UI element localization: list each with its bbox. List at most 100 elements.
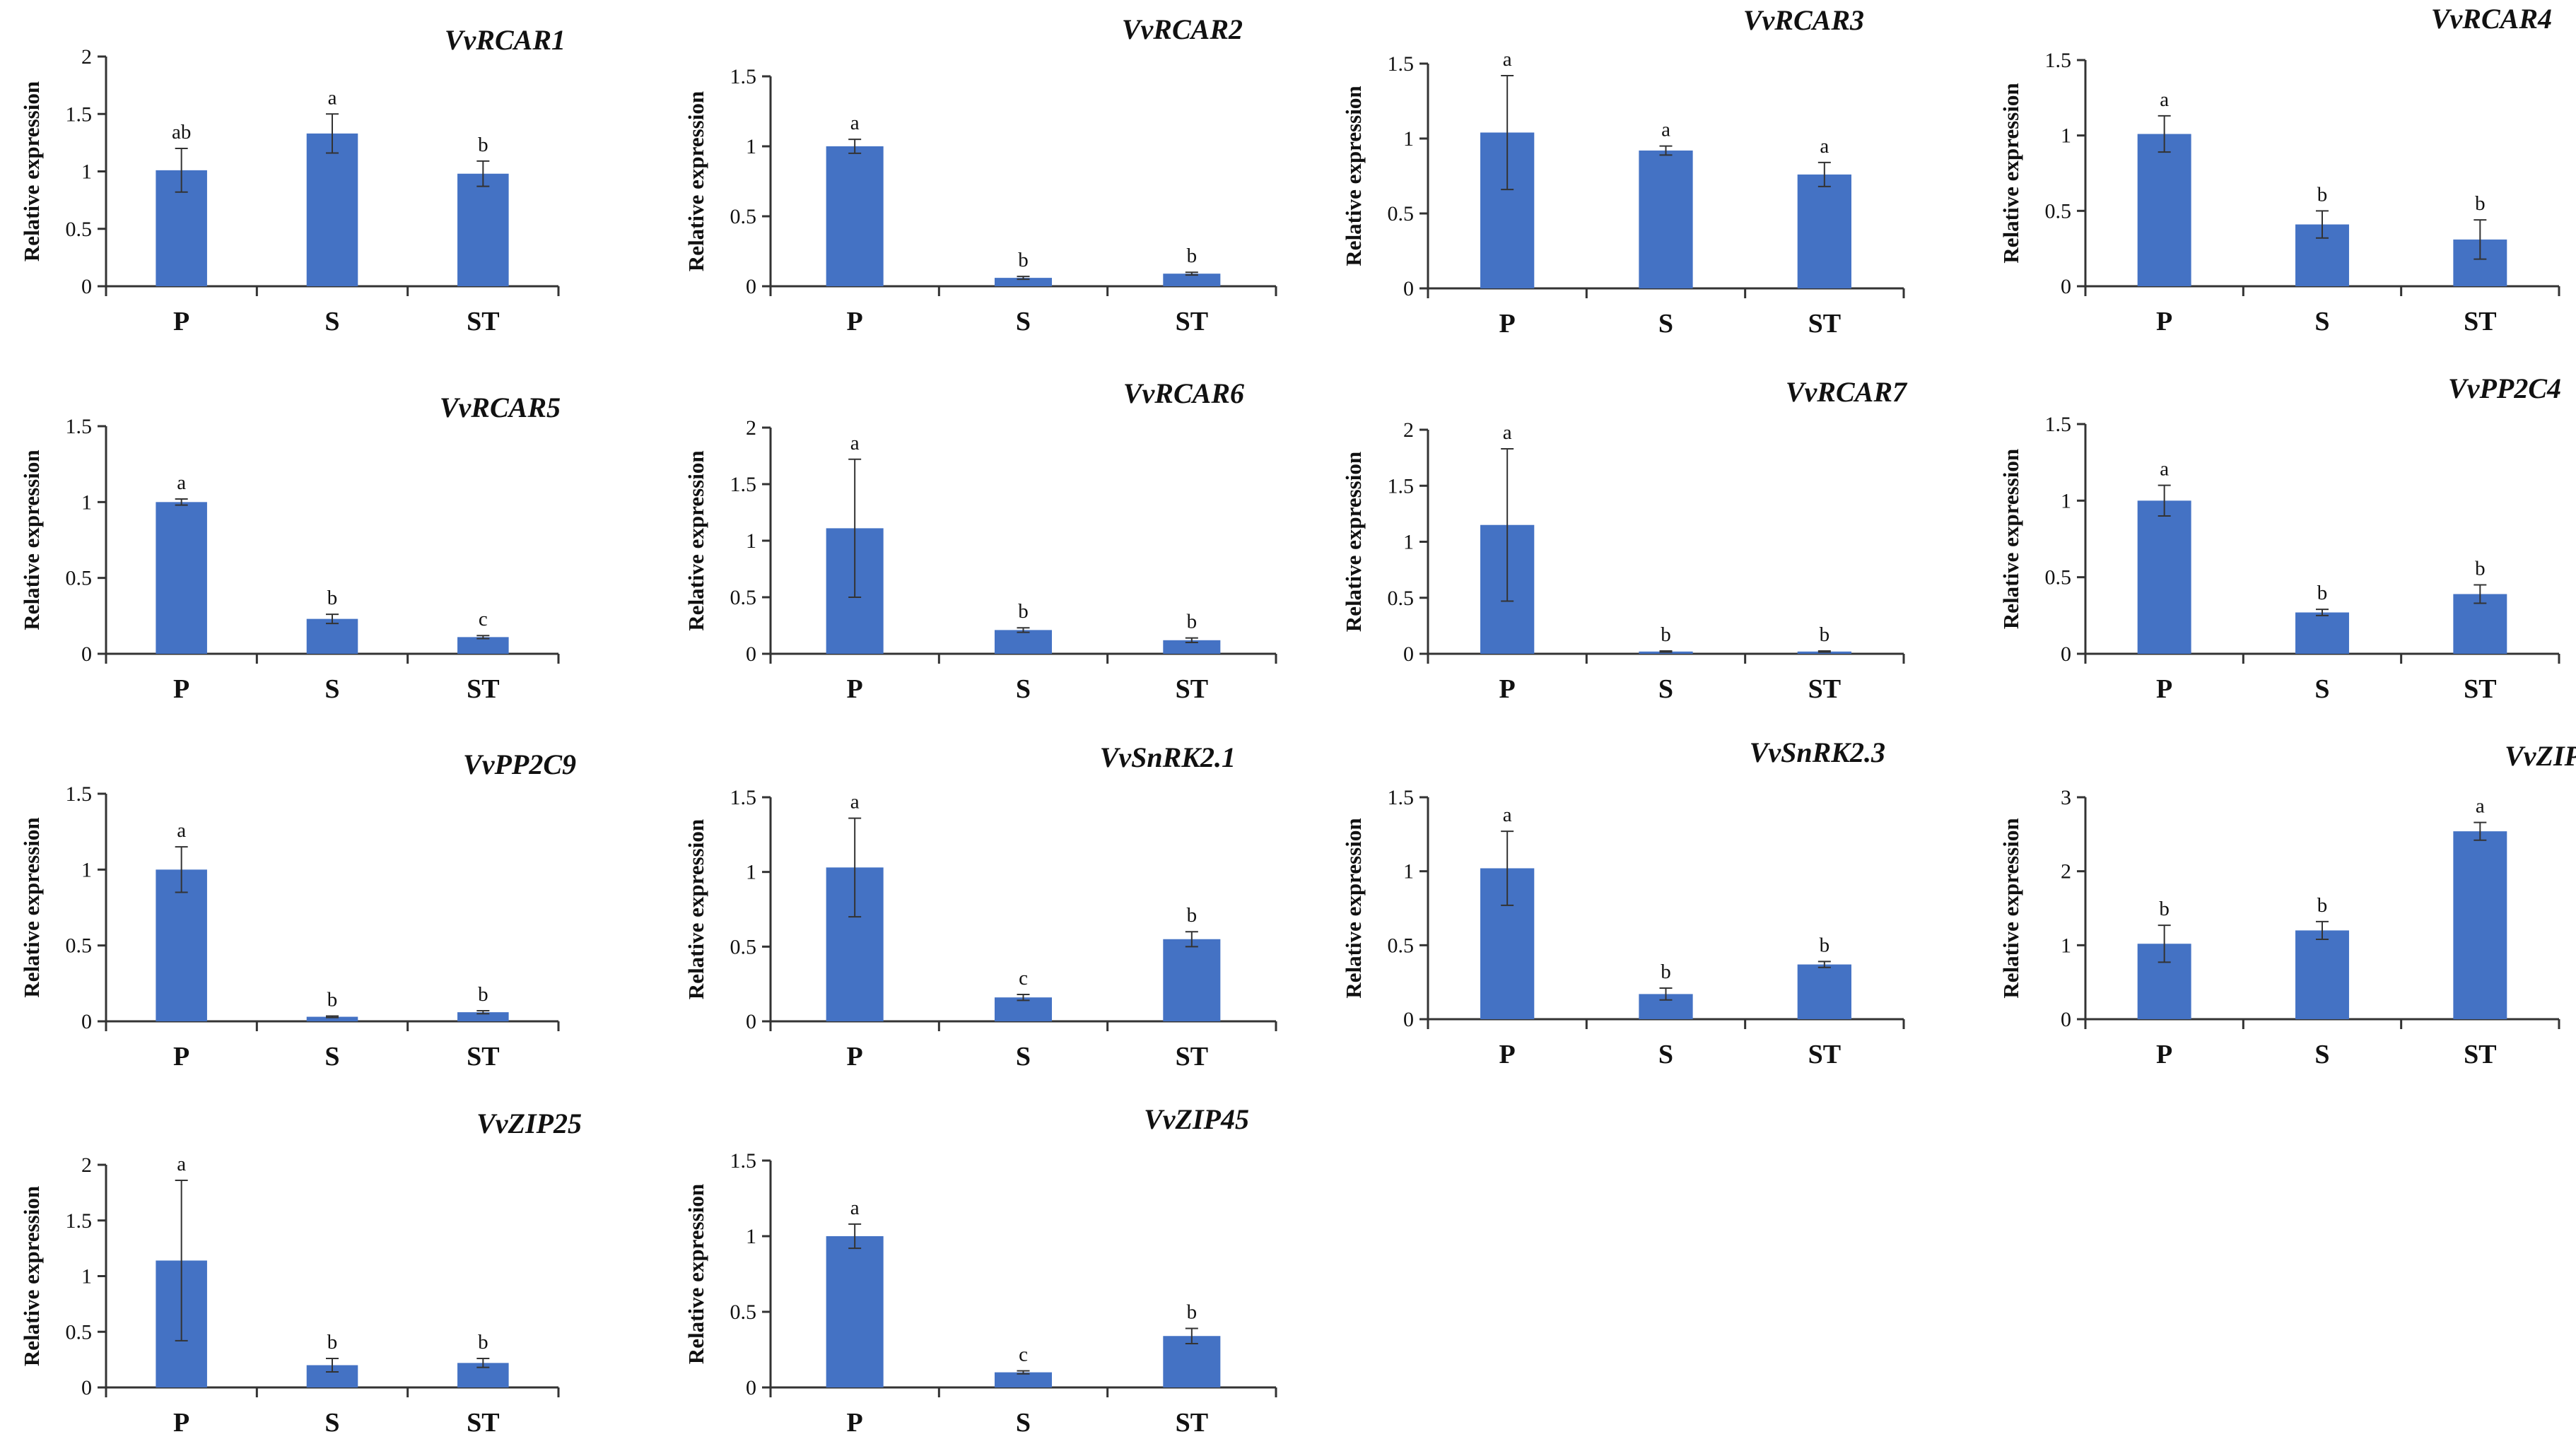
panel-title: VvRCAR4	[2431, 3, 2552, 35]
y-tick-label: 0.5	[730, 935, 757, 958]
chart-panel-vvrcar5: VvRCAR5 Relative expression 0 0.5 1 1.5 a Pb Sc S…	[19, 392, 561, 704]
y-tick-label: 0	[746, 1010, 756, 1033]
y-tick-label: 1.5	[730, 786, 757, 809]
category-label-p: P	[2156, 1040, 2172, 1069]
significance-label-p: a	[850, 1197, 860, 1219]
panel-title: VvSnRK2.1	[1100, 741, 1236, 773]
bar-st	[457, 637, 509, 654]
panel-title: VvRCAR6	[1123, 377, 1244, 409]
bar-p	[156, 502, 207, 654]
y-tick-label: 1.5	[730, 65, 757, 88]
y-tick-label: 1	[81, 491, 92, 514]
y-tick-label: 1	[746, 135, 756, 158]
bar-p	[2137, 500, 2191, 654]
y-tick-label: 0	[81, 642, 92, 666]
category-label-st: ST	[1176, 1042, 1208, 1072]
y-tick-label: 1.5	[2045, 413, 2072, 436]
chart-panel-vvrcar1: VvRCAR1 Relative expression 0 0.5 1 1.5 2 ab Pa S…	[19, 24, 566, 336]
y-tick-label: 1	[2061, 124, 2071, 148]
significance-label-st: b	[478, 134, 488, 156]
significance-label-st: b	[1820, 934, 1830, 956]
y-tick-label: 3	[2061, 786, 2071, 809]
panel-title: VvRCAR3	[1743, 4, 1864, 36]
chart-panel-vvrcar2: VvRCAR2 Relative expression 0 0.5 1 1.5 a Pb Sb S…	[684, 13, 1277, 336]
chart-panel-vvrcar6: VvRCAR6 Relative expression 0 0.5 1 1.5 2 a Pb Sb…	[684, 377, 1277, 704]
bar-st	[2453, 594, 2507, 654]
y-tick-label: 1.5	[66, 102, 93, 126]
category-label-s: S	[1016, 1408, 1031, 1438]
y-tick-label: 0	[746, 275, 756, 298]
y-tick-label: 0	[81, 1376, 92, 1399]
category-label-s: S	[2314, 1040, 2329, 1069]
category-label-st: ST	[467, 307, 499, 336]
y-tick-label: 1	[746, 529, 756, 553]
significance-label-st: b	[2475, 192, 2486, 215]
significance-label-s: b	[1661, 961, 1671, 983]
y-tick-label: 0	[1403, 1008, 1414, 1031]
y-axis-title: Relative expression	[1341, 452, 1366, 632]
chart-panel-vvsnrk2-3: VvSnRK2.3 Relative expression 0 0.5 1 1.5 a Pb S…	[1341, 736, 1905, 1069]
category-label-st: ST	[467, 1042, 499, 1072]
category-label-s: S	[2314, 674, 2329, 704]
y-tick-label: 1.5	[1388, 52, 1415, 76]
significance-label-st: a	[2476, 795, 2485, 818]
category-label-p: P	[173, 307, 189, 336]
category-label-p: P	[173, 674, 189, 704]
panel-title: VvRCAR2	[1122, 13, 1243, 45]
y-tick-label: 2	[1403, 418, 1414, 442]
y-tick-label: 1	[1403, 127, 1414, 151]
bar-s	[1639, 150, 1693, 288]
y-tick-label: 1	[1403, 860, 1414, 883]
category-label-st: ST	[2464, 674, 2496, 704]
significance-label-s: b	[327, 988, 338, 1011]
significance-label-p: a	[1503, 804, 1512, 826]
chart-panel-vvrcar3: VvRCAR3 Relative expression 0 0.5 1 1.5 a Pa Sa S…	[1341, 4, 1905, 339]
chart-panel-vvrcar7: VvRCAR7 Relative expression 0 0.5 1 1.5 2 a Pb Sb…	[1341, 376, 1908, 704]
significance-label-s: b	[1018, 249, 1029, 271]
y-tick-label: 0.5	[730, 205, 757, 228]
category-label-s: S	[324, 1408, 339, 1438]
bar-st	[457, 173, 509, 286]
bar-st	[1797, 174, 1851, 288]
bar-p	[826, 146, 884, 286]
y-tick-label: 0.5	[1388, 202, 1415, 225]
panel-title: VvZIP45	[1144, 1103, 1249, 1135]
category-label-p: P	[2156, 674, 2172, 704]
y-axis-title: Relative expression	[684, 819, 708, 999]
category-label-st: ST	[1176, 1408, 1208, 1438]
bar-s	[306, 1016, 358, 1021]
category-label-p: P	[847, 674, 863, 704]
significance-label-p: ab	[172, 121, 191, 143]
category-label-p: P	[847, 307, 863, 336]
category-label-st: ST	[1808, 1040, 1841, 1069]
significance-label-st: b	[1820, 623, 1830, 646]
y-tick-label: 0	[81, 1010, 92, 1033]
y-axis-title: Relative expression	[19, 450, 44, 630]
y-tick-label: 1	[81, 160, 92, 184]
y-tick-label: 1	[1403, 531, 1414, 554]
significance-label-p: a	[2160, 458, 2169, 481]
bar-s	[306, 618, 358, 654]
y-tick-label: 1.5	[1388, 474, 1415, 498]
bar-p	[826, 1236, 884, 1387]
y-tick-label: 1	[746, 1225, 756, 1248]
category-label-p: P	[1499, 309, 1516, 339]
y-tick-label: 1	[2061, 489, 2071, 512]
significance-label-s: c	[1019, 1343, 1028, 1366]
category-label-st: ST	[467, 1408, 499, 1438]
category-label-s: S	[1658, 1040, 1673, 1069]
category-label-p: P	[173, 1042, 189, 1072]
significance-label-st: c	[479, 608, 488, 630]
category-label-s: S	[1658, 674, 1673, 704]
y-tick-label: 0.5	[2045, 199, 2072, 223]
significance-label-p: a	[850, 791, 860, 814]
y-tick-label: 1	[81, 858, 92, 881]
category-label-s: S	[1658, 309, 1673, 339]
y-axis-title: Relative expression	[684, 91, 708, 271]
significance-label-s: a	[1661, 119, 1670, 141]
panel-title: VvRCAR5	[440, 392, 561, 423]
y-tick-label: 1.5	[2045, 49, 2072, 72]
category-label-st: ST	[2464, 1040, 2496, 1069]
significance-label-s: b	[2317, 183, 2328, 206]
significance-label-s: b	[1018, 600, 1029, 623]
